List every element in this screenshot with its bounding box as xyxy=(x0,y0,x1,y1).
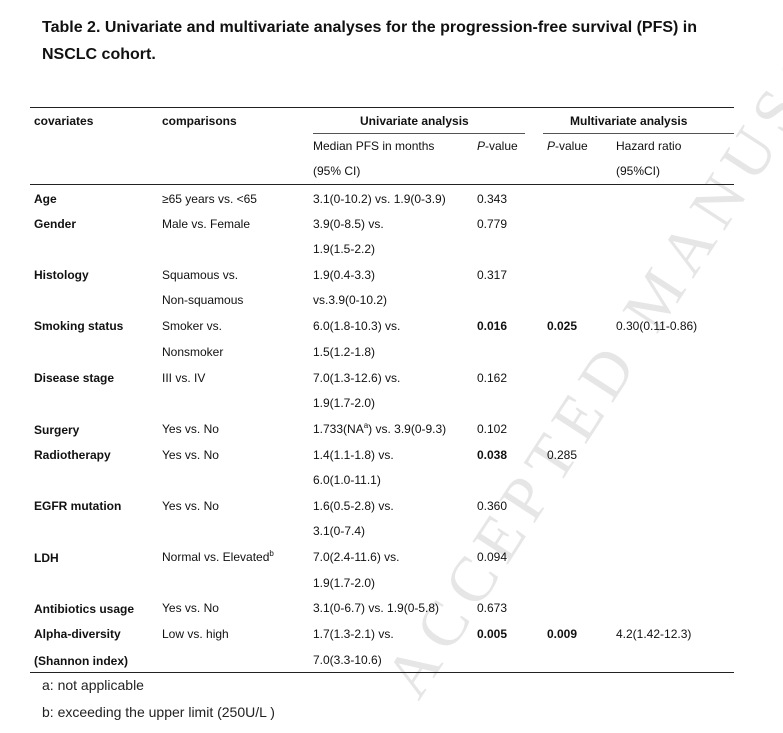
row-ldh-comparison: Normal vs. Elevatedb xyxy=(162,549,274,565)
row-stage-pfs-line2: 1.9(1.7-2.0) xyxy=(313,396,376,410)
row-ldh-pfs-line2: 1.9(1.7-2.0) xyxy=(313,576,376,590)
row-alpha-pfs-line2: 7.0(3.3-10.6) xyxy=(313,653,382,667)
row-antibiotics-pfs: 3.1(0-6.7) vs. 1.9(0-5.8) xyxy=(313,601,440,615)
row-surgery-comparison: Yes vs. No xyxy=(162,422,219,436)
row-alpha-comparison: Low vs. high xyxy=(162,627,229,641)
header-multivariate: Multivariate analysis xyxy=(570,114,688,128)
header-uni-p-value: P-value xyxy=(477,139,518,153)
header-median-pfs-ci: (95% CI) xyxy=(313,164,361,178)
row-radiotherapy-comparison: Yes vs. No xyxy=(162,448,219,462)
row-radiotherapy-pfs-line2: 6.0(1.0-11.1) xyxy=(313,473,381,487)
row-gender-p: 0.779 xyxy=(477,217,508,231)
header-hazard-ratio: Hazard ratio xyxy=(616,139,682,153)
header-rule xyxy=(30,184,734,185)
row-smoking-pfs-line1: 6.0(1.8-10.3) vs. xyxy=(313,319,401,333)
multivariate-rule xyxy=(543,133,734,134)
row-histology-covariate: Histology xyxy=(34,268,89,282)
row-smoking-comparison-line2: Nonsmoker xyxy=(162,345,224,359)
header-covariates: covariates xyxy=(34,114,94,128)
header-multi-p-value: P-value xyxy=(547,139,588,153)
row-ldh-pfs-line1: 7.0(2.4-11.6) vs. xyxy=(313,550,400,564)
row-stage-p: 0.162 xyxy=(477,371,508,385)
row-egfr-comparison: Yes vs. No xyxy=(162,499,219,513)
row-gender-comparison: Male vs. Female xyxy=(162,217,251,231)
row-age-pfs: 3.1(0-10.2) vs. 1.9(0-3.9) xyxy=(313,192,446,206)
row-alpha-pfs-line1: 1.7(1.3-2.1) vs. xyxy=(313,627,394,641)
row-radiotherapy-pfs-line1: 1.4(1.1-1.8) vs. xyxy=(313,448,394,462)
row-antibiotics-covariate: Antibiotics usage xyxy=(34,602,135,616)
row-histology-p: 0.317 xyxy=(477,268,508,282)
row-smoking-covariate: Smoking status xyxy=(34,319,124,333)
row-gender-pfs-line2: 1.9(1.5-2.2) xyxy=(313,242,376,256)
row-smoking-p: 0.016 xyxy=(477,319,508,333)
row-smoking-comparison-line1: Smoker vs. xyxy=(162,319,223,333)
row-alpha-covariate-line2: (Shannon index) xyxy=(34,654,128,668)
footnote-b: b: exceeding the upper limit (250U/L ) xyxy=(42,704,275,720)
row-radiotherapy-covariate: Radiotherapy xyxy=(34,448,111,462)
row-egfr-p: 0.360 xyxy=(477,499,508,513)
row-alpha-p: 0.005 xyxy=(477,627,508,641)
header-comparisons: comparisons xyxy=(162,114,237,128)
footnote-a: a: not applicable xyxy=(42,677,144,693)
row-ldh-p: 0.094 xyxy=(477,550,508,564)
row-stage-pfs-line1: 7.0(1.3-12.6) vs. xyxy=(313,371,401,385)
header-median-pfs: Median PFS in months xyxy=(313,139,435,153)
row-age-p: 0.343 xyxy=(477,192,508,206)
row-histology-comparison-line1: Squamous vs. xyxy=(162,268,239,282)
row-stage-covariate: Disease stage xyxy=(34,371,115,385)
row-ldh-covariate: LDH xyxy=(34,551,59,565)
univariate-rule xyxy=(313,133,525,134)
row-antibiotics-comparison: Yes vs. No xyxy=(162,601,219,615)
row-radiotherapy-multi-p: 0.285 xyxy=(547,448,578,462)
row-alpha-covariate-line1: Alpha-diversity xyxy=(34,627,121,641)
row-stage-comparison: III vs. IV xyxy=(162,371,206,385)
row-antibiotics-p: 0.673 xyxy=(477,601,508,615)
row-surgery-covariate: Surgery xyxy=(34,423,80,437)
row-radiotherapy-p: 0.038 xyxy=(477,448,508,462)
row-surgery-p: 0.102 xyxy=(477,422,508,436)
row-smoking-pfs-line2: 1.5(1.2-1.8) xyxy=(313,345,376,359)
row-smoking-hazard-ratio: 0.30(0.11-0.86) xyxy=(616,319,698,333)
row-histology-pfs-line2: vs.3.9(0-10.2) xyxy=(313,293,388,307)
row-smoking-multi-p: 0.025 xyxy=(547,319,578,333)
header-univariate: Univariate analysis xyxy=(360,114,469,128)
row-alpha-hazard-ratio: 4.2(1.42-12.3) xyxy=(616,627,692,641)
row-histology-comparison-line2: Non-squamous xyxy=(162,293,244,307)
row-egfr-covariate: EGFR mutation xyxy=(34,499,122,513)
row-gender-pfs-line1: 3.9(0-8.5) vs. xyxy=(313,217,384,231)
row-age-comparison: ≥65 years vs. <65 xyxy=(162,192,257,206)
top-rule xyxy=(30,107,734,108)
row-surgery-pfs: 1.733(NAa) vs. 3.9(0-9.3) xyxy=(313,421,447,437)
bottom-rule xyxy=(30,672,734,673)
table-title: Table 2. Univariate and multivariate ana… xyxy=(42,19,698,63)
header-hazard-ratio-ci: (95%CI) xyxy=(616,164,661,178)
row-egfr-pfs-line2: 3.1(0-7.4) xyxy=(313,524,366,538)
row-alpha-multi-p: 0.009 xyxy=(547,627,578,641)
row-age-covariate: Age xyxy=(34,192,57,206)
row-histology-pfs-line1: 1.9(0.4-3.3) xyxy=(313,268,376,282)
row-egfr-pfs-line1: 1.6(0.5-2.8) vs. xyxy=(313,499,394,513)
row-gender-covariate: Gender xyxy=(34,217,77,231)
